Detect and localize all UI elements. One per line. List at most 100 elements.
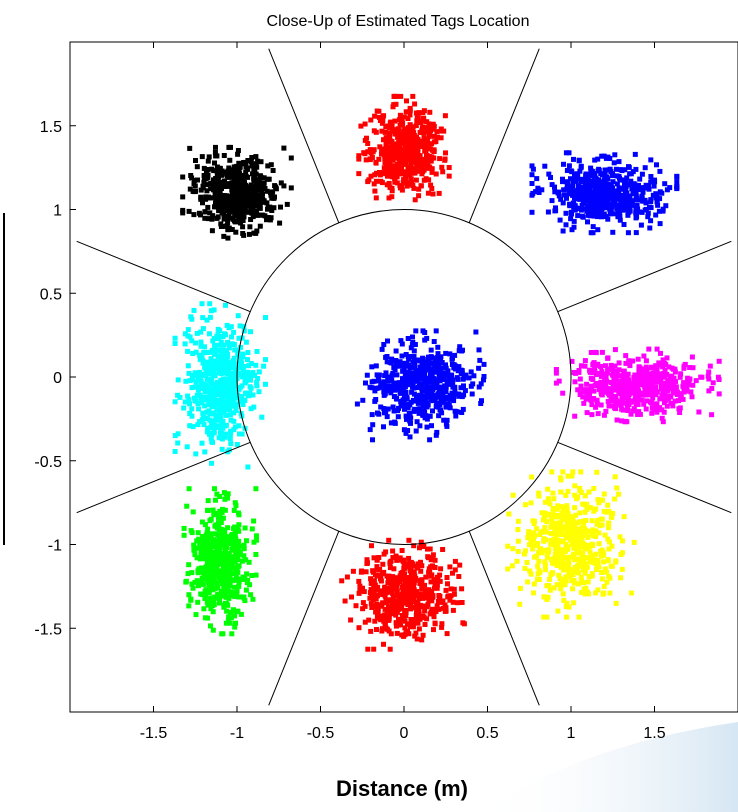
data-point <box>249 210 255 216</box>
data-point <box>370 437 375 443</box>
data-point <box>414 114 420 120</box>
data-point <box>606 389 612 395</box>
data-point <box>234 576 240 582</box>
data-point <box>384 359 390 365</box>
data-point <box>368 628 374 634</box>
data-point <box>560 469 566 475</box>
data-point <box>199 440 205 446</box>
data-point <box>237 323 243 329</box>
data-point <box>232 500 238 506</box>
data-point <box>549 540 555 546</box>
data-point <box>709 386 715 391</box>
data-point <box>606 520 612 526</box>
data-point <box>632 372 638 378</box>
data-point <box>414 419 420 425</box>
data-point <box>597 186 603 192</box>
data-point <box>192 177 197 183</box>
data-point <box>601 584 607 589</box>
data-point <box>556 378 562 384</box>
data-point <box>595 411 601 417</box>
data-point <box>215 365 221 371</box>
data-point <box>366 617 372 623</box>
data-point <box>394 380 400 386</box>
data-point <box>630 408 636 414</box>
data-point <box>208 531 214 537</box>
data-point <box>522 565 528 571</box>
data-point <box>532 554 538 560</box>
data-point <box>402 126 408 132</box>
data-point <box>440 169 446 175</box>
data-point <box>263 357 268 363</box>
data-point <box>394 372 400 378</box>
data-point <box>595 196 601 202</box>
data-point <box>592 157 598 163</box>
data-point <box>658 382 664 388</box>
data-point <box>210 410 216 416</box>
data-point <box>442 156 448 162</box>
data-point <box>239 335 245 341</box>
data-point <box>587 391 592 397</box>
data-point <box>599 516 605 522</box>
data-point <box>587 367 593 373</box>
data-point <box>393 553 399 559</box>
data-point <box>424 413 430 419</box>
data-point <box>225 525 231 531</box>
data-point <box>408 623 413 629</box>
data-point <box>439 410 445 416</box>
data-point <box>593 551 599 557</box>
data-point <box>394 593 400 599</box>
data-point <box>437 407 443 413</box>
data-point <box>443 608 449 614</box>
data-point <box>243 169 249 175</box>
data-point <box>561 577 567 582</box>
x-tick-label: 1.5 <box>643 725 665 742</box>
data-point <box>586 189 592 195</box>
data-point <box>253 486 259 492</box>
data-point <box>430 191 436 197</box>
data-point <box>600 193 606 199</box>
data-point <box>249 155 255 160</box>
data-point <box>188 173 194 178</box>
data-point <box>624 405 630 411</box>
data-point <box>421 116 427 122</box>
data-point <box>609 514 615 520</box>
data-point <box>187 411 193 416</box>
data-point <box>609 367 615 372</box>
data-point <box>438 135 444 141</box>
data-point <box>636 182 641 188</box>
data-point <box>431 123 437 129</box>
data-point <box>381 152 387 158</box>
data-point <box>387 134 393 140</box>
data-point <box>596 177 601 183</box>
data-point <box>585 198 590 204</box>
data-point <box>590 533 596 539</box>
sector-line-6 <box>268 530 340 706</box>
data-point <box>221 223 227 229</box>
data-point <box>707 363 713 369</box>
reference-overlay <box>76 48 732 706</box>
data-point <box>244 538 249 544</box>
data-point <box>211 421 217 427</box>
data-point <box>420 328 426 334</box>
data-point <box>234 526 240 532</box>
data-point <box>609 189 615 194</box>
data-point <box>399 149 404 155</box>
data-point <box>402 625 408 631</box>
data-point <box>381 379 387 385</box>
data-point <box>268 162 274 168</box>
data-point <box>417 142 423 148</box>
data-point <box>618 373 624 379</box>
x-tick-label: -1.5 <box>140 725 168 742</box>
data-point <box>237 431 242 437</box>
data-point <box>183 378 189 384</box>
data-point <box>214 153 220 159</box>
data-point <box>582 363 588 369</box>
data-point <box>409 142 415 148</box>
data-point <box>657 168 663 174</box>
data-point <box>454 409 460 415</box>
data-point <box>383 129 389 135</box>
data-point <box>391 566 397 572</box>
data-point <box>231 384 237 390</box>
data-point <box>379 626 385 632</box>
data-point <box>424 385 430 391</box>
